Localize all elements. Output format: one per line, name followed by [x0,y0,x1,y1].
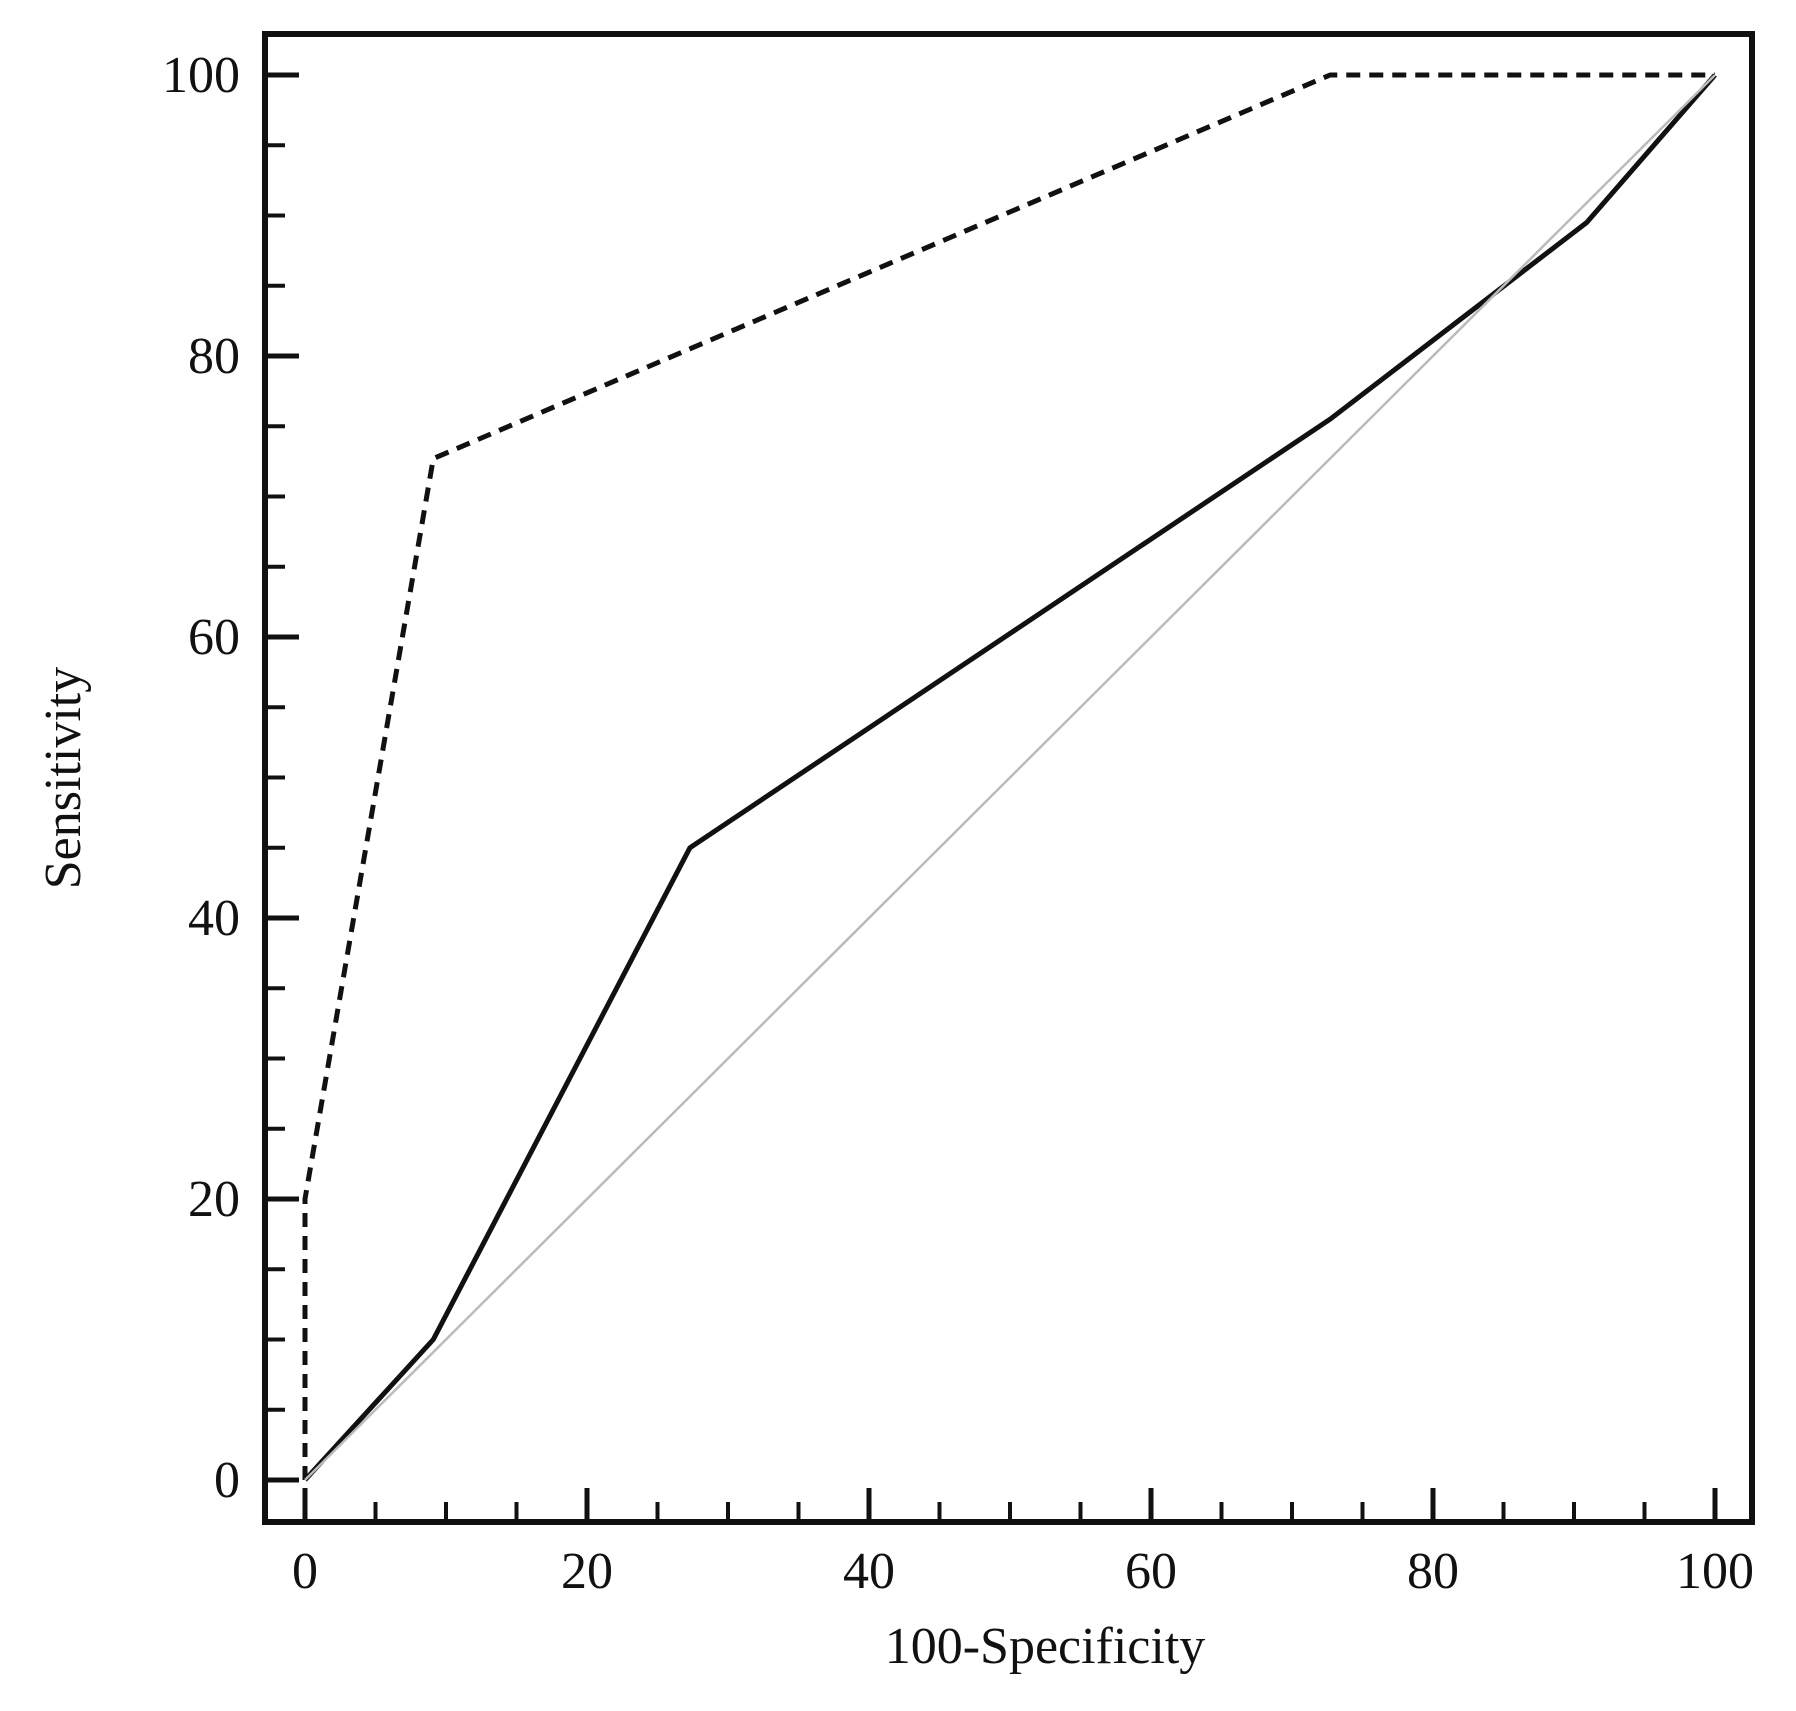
x-tick-label: 80 [1407,1543,1459,1600]
x-tick-label: 100 [1676,1543,1754,1600]
x-tick-label: 0 [292,1543,318,1600]
x-axis-label: 100-Specificity [885,1618,1206,1675]
reference-diagonal-line [304,74,1716,1481]
x-tick-label: 60 [1125,1543,1177,1600]
series-layer [302,72,1717,1482]
x-tick-label: 40 [843,1543,895,1600]
y-tick-label: 80 [188,328,240,385]
x-tick-label: 20 [561,1543,613,1600]
y-tick-label: 60 [188,609,240,666]
y-tick-label: 0 [214,1452,240,1509]
dashed-roc-curve [302,72,1715,1480]
ticks-layer: 0 20 40 60 80 100 0 20 40 60 80 100 [162,47,1754,1600]
y-axis-label: Sensitivity [35,667,92,889]
y-tick-label: 20 [188,1171,240,1228]
labels-layer: 100-Specificity Sensitivity [35,667,1205,1675]
plot-frame [262,31,1755,1525]
solid-roc-curve [303,73,1717,1482]
y-tick-label: 100 [162,47,240,104]
y-tick-label: 40 [188,890,240,947]
